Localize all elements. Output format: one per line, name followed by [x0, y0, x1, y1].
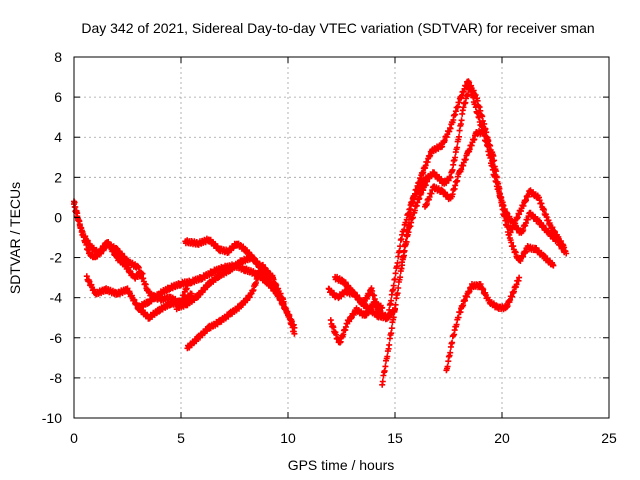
x-tick-label: 20: [494, 430, 510, 446]
y-tick-label: -8: [50, 370, 63, 386]
y-tick-label: 8: [54, 49, 62, 65]
y-tick-label: 2: [54, 169, 62, 185]
x-axis-label: GPS time / hours: [288, 457, 395, 473]
plus-markers: [398, 84, 570, 272]
series-sat-i: [327, 299, 386, 346]
series-sat-d: [182, 235, 298, 337]
x-tick-label: 15: [387, 430, 403, 446]
grid: [74, 57, 609, 418]
plus-markers: [83, 273, 191, 322]
plus-markers: [379, 178, 431, 388]
plus-markers: [184, 261, 287, 352]
y-tick-label: 0: [54, 209, 62, 225]
x-tick-label: 5: [177, 430, 185, 446]
series-sat-m: [398, 84, 570, 272]
plus-markers: [182, 235, 298, 337]
plus-markers: [422, 126, 557, 269]
series-sat-c: [83, 273, 191, 322]
y-axis-label: SDTVAR / TECUs: [7, 182, 23, 294]
series-sat-k: [379, 178, 431, 388]
x-tick-label: 10: [280, 430, 296, 446]
plus-markers: [327, 299, 386, 346]
plus-markers: [71, 198, 195, 307]
y-tick-label: -4: [50, 290, 63, 306]
y-tick-labels: -10 -8 -6 -4 -2 0 2 4 6 8: [42, 49, 62, 426]
x-tick-label: 0: [70, 430, 78, 446]
y-tick-label: -2: [50, 250, 63, 266]
plot-frame: [73, 56, 610, 419]
data-marks: [71, 78, 570, 388]
y-tick-label: 6: [54, 89, 62, 105]
series-sat-g: [184, 261, 287, 352]
x-tick-labels: 0 5 10 15 20 25: [70, 430, 617, 446]
series-sat-n: [422, 126, 557, 269]
y-tick-label: 4: [54, 129, 62, 145]
series-sat-o: [443, 274, 523, 374]
series-sat-a: [71, 198, 195, 307]
x-tick-label: 25: [601, 430, 617, 446]
y-tick-label: -6: [50, 330, 63, 346]
plus-markers: [443, 274, 523, 374]
chart-title: Day 342 of 2021, Sidereal Day-to-day VTE…: [81, 20, 594, 36]
tick-marks: [73, 56, 610, 419]
y-tick-label: -10: [42, 410, 62, 426]
